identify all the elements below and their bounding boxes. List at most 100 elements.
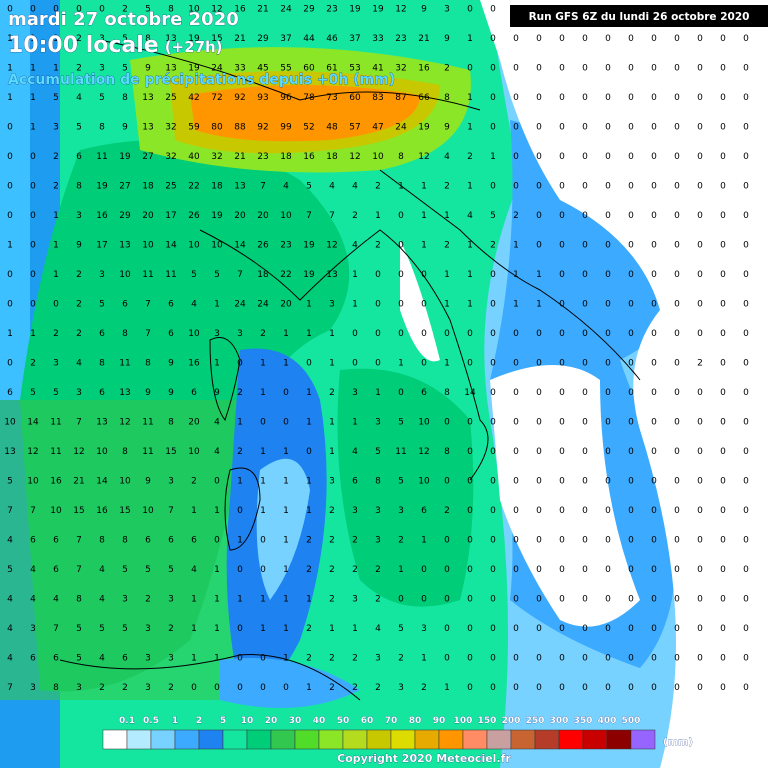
- grid-value: 0: [697, 683, 703, 693]
- grid-value: 0: [651, 93, 657, 103]
- grid-value: 32: [165, 123, 176, 133]
- grid-value: 0: [605, 418, 611, 428]
- grid-value: 6: [168, 300, 174, 310]
- grid-value: 0: [490, 624, 496, 634]
- grid-value: 0: [720, 418, 726, 428]
- grid-value: 10: [188, 329, 200, 339]
- grid-value: 0: [605, 300, 611, 310]
- legend-label: 250: [526, 716, 545, 726]
- grid-value: 8: [99, 536, 105, 546]
- grid-value: 1: [329, 359, 335, 369]
- grid-value: 0: [674, 241, 680, 251]
- grid-value: 0: [237, 624, 243, 634]
- grid-value: 0: [674, 123, 680, 133]
- grid-value: 2: [76, 64, 82, 74]
- run-box: [510, 5, 768, 27]
- grid-value: 0: [697, 595, 703, 605]
- grid-value: 0: [720, 34, 726, 44]
- grid-value: 7: [145, 329, 151, 339]
- grid-value: 4: [467, 211, 473, 221]
- grid-value: 0: [513, 93, 519, 103]
- grid-value: 0: [513, 447, 519, 457]
- grid-value: 0: [697, 182, 703, 192]
- grid-value: 7: [76, 418, 82, 428]
- legend-swatch: [246, 729, 272, 750]
- grid-value: 0: [605, 123, 611, 133]
- grid-value: 1: [306, 595, 312, 605]
- grid-value: 1: [30, 329, 36, 339]
- legend-swatch: [390, 729, 416, 750]
- grid-value: 1: [53, 211, 59, 221]
- grid-value: 1: [375, 211, 381, 221]
- grid-value: 1: [191, 654, 197, 664]
- grid-value: 0: [536, 211, 542, 221]
- grid-value: 0: [651, 241, 657, 251]
- grid-value: 0: [628, 418, 634, 428]
- grid-value: 0: [536, 477, 542, 487]
- grid-value: 0: [720, 93, 726, 103]
- grid-value: 25: [165, 182, 176, 192]
- grid-value: 3: [398, 506, 404, 516]
- grid-value: 33: [372, 34, 383, 44]
- grid-value: 0: [651, 359, 657, 369]
- grid-value: 11: [50, 447, 61, 457]
- grid-value: 3: [214, 329, 220, 339]
- grid-value: 3: [30, 683, 36, 693]
- grid-value: 0: [651, 565, 657, 575]
- subtitle: Accumulation de précipitations depuis +0…: [8, 72, 395, 88]
- grid-value: 0: [444, 654, 450, 664]
- grid-value: 0: [720, 536, 726, 546]
- grid-value: 1: [214, 300, 220, 310]
- grid-value: 0: [559, 447, 565, 457]
- grid-value: 0: [559, 477, 565, 487]
- copyright: Copyright 2020 Meteociel.fr: [337, 752, 511, 765]
- grid-value: 1: [260, 388, 266, 398]
- grid-value: 5: [53, 93, 59, 103]
- grid-value: 6: [53, 654, 59, 664]
- grid-value: 4: [7, 624, 13, 634]
- grid-value: 0: [490, 418, 496, 428]
- grid-value: 0: [559, 182, 565, 192]
- grid-value: 1: [283, 447, 289, 457]
- run-label: Run GFS 6Z du lundi 26 octobre 2020: [529, 11, 750, 23]
- legend-label: 30: [289, 716, 302, 726]
- coastlines: [59, 39, 641, 701]
- grid-value: 4: [30, 595, 36, 605]
- grid-value: 21: [73, 477, 84, 487]
- grid-value: 0: [582, 388, 588, 398]
- grid-value: 2: [145, 595, 151, 605]
- grid-value: 0: [651, 329, 657, 339]
- grid-value: 17: [96, 241, 107, 251]
- grid-value: 4: [7, 595, 13, 605]
- grid-value: 16: [96, 211, 108, 221]
- grid-value: 0: [743, 359, 749, 369]
- grid-value: 0: [582, 565, 588, 575]
- grid-value: 0: [651, 152, 657, 162]
- grid-value: 24: [257, 300, 269, 310]
- grid-value: 59: [188, 123, 200, 133]
- grid-value: 12: [418, 152, 429, 162]
- grid-value: 0: [306, 359, 312, 369]
- grid-value: 3: [145, 624, 151, 634]
- grid-value: 0: [628, 447, 634, 457]
- grid-value: 0: [582, 683, 588, 693]
- grid-value: 4: [76, 93, 82, 103]
- grid-value: 73: [326, 93, 337, 103]
- grid-value: 0: [582, 300, 588, 310]
- grid-value: 0: [628, 683, 634, 693]
- grid-value: 0: [536, 93, 542, 103]
- grid-value: 0: [7, 5, 13, 15]
- grid-value: 0: [559, 624, 565, 634]
- grid-value: 0: [743, 34, 749, 44]
- grid-value: 2: [352, 654, 358, 664]
- grid-value: 0: [444, 329, 450, 339]
- grid-value: 9: [122, 123, 128, 133]
- grid-value: 0: [76, 5, 82, 15]
- grid-value: 6: [352, 477, 358, 487]
- grid-value: 3: [329, 477, 335, 487]
- grid-value: 10: [280, 211, 292, 221]
- grid-value: 5: [122, 64, 128, 74]
- grid-value: 5: [99, 624, 105, 634]
- grid-value: 0: [536, 654, 542, 664]
- grid-value: 12: [27, 447, 38, 457]
